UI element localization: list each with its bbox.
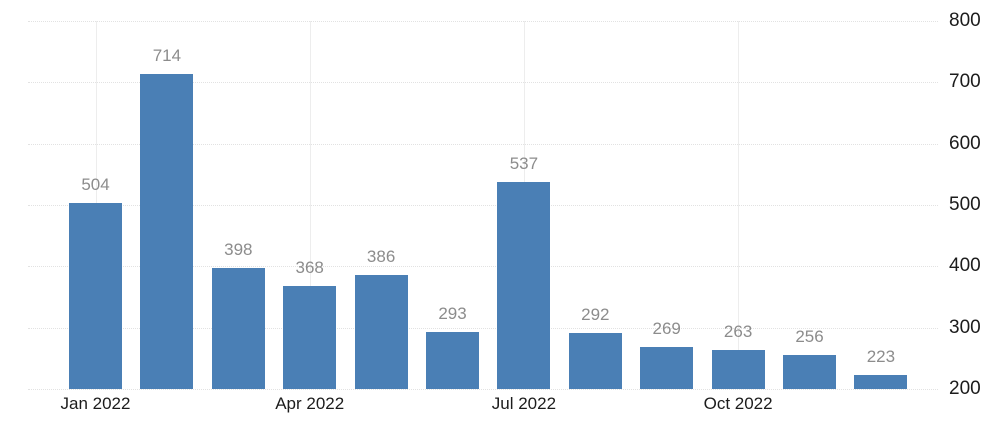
y-axis-tick-label: 400 — [949, 255, 981, 277]
bar[interactable] — [211, 267, 265, 389]
h-gridline — [28, 143, 938, 145]
bar-value-label: 223 — [866, 346, 896, 366]
y-axis-tick-label: 200 — [949, 378, 981, 399]
bar-value-label: 368 — [295, 257, 324, 277]
h-gridline — [28, 205, 938, 206]
h-gridline — [28, 266, 938, 268]
bar[interactable] — [854, 374, 908, 389]
x-axis-tick-label: Apr 2022 — [275, 394, 345, 413]
h-gridline — [28, 327, 938, 329]
y-axis-tick-label: 300 — [949, 316, 981, 338]
y-axis-tick-label: 700 — [949, 71, 981, 93]
h-gridline — [28, 21, 938, 22]
bar[interactable] — [568, 332, 622, 389]
bar[interactable] — [140, 73, 194, 389]
h-gridline — [28, 82, 938, 84]
bar-value-label: 292 — [581, 304, 610, 324]
x-axis-tick-label: Jan 2022 — [60, 394, 131, 413]
bar[interactable] — [783, 354, 836, 389]
bar[interactable] — [354, 274, 408, 389]
bar[interactable] — [497, 182, 551, 389]
y-axis-tick-label: 600 — [949, 132, 981, 154]
x-axis-tick-label: Jul 2022 — [491, 394, 557, 413]
bar-value-label: 263 — [723, 322, 753, 342]
bar-value-label: 293 — [438, 303, 467, 323]
y-axis-tick-label: 800 — [949, 10, 981, 31]
h-gridline — [28, 389, 938, 390]
v-gridline — [738, 21, 740, 389]
bar-value-label: 504 — [81, 174, 110, 194]
bar[interactable] — [711, 350, 765, 389]
bar-value-label: 537 — [509, 154, 539, 174]
bar[interactable] — [640, 346, 694, 389]
bar-value-label: 714 — [152, 45, 182, 65]
bar-value-label: 269 — [652, 318, 681, 338]
v-gridline — [309, 21, 311, 389]
bar[interactable] — [69, 202, 122, 389]
bar-value-label: 386 — [366, 246, 396, 266]
bar-value-label: 256 — [795, 326, 824, 346]
bar-value-label: 398 — [224, 239, 253, 259]
x-axis-tick-label: Oct 2022 — [703, 394, 773, 413]
bar[interactable] — [426, 331, 479, 389]
bar[interactable] — [283, 285, 337, 389]
y-axis-tick-label: 500 — [949, 194, 981, 215]
